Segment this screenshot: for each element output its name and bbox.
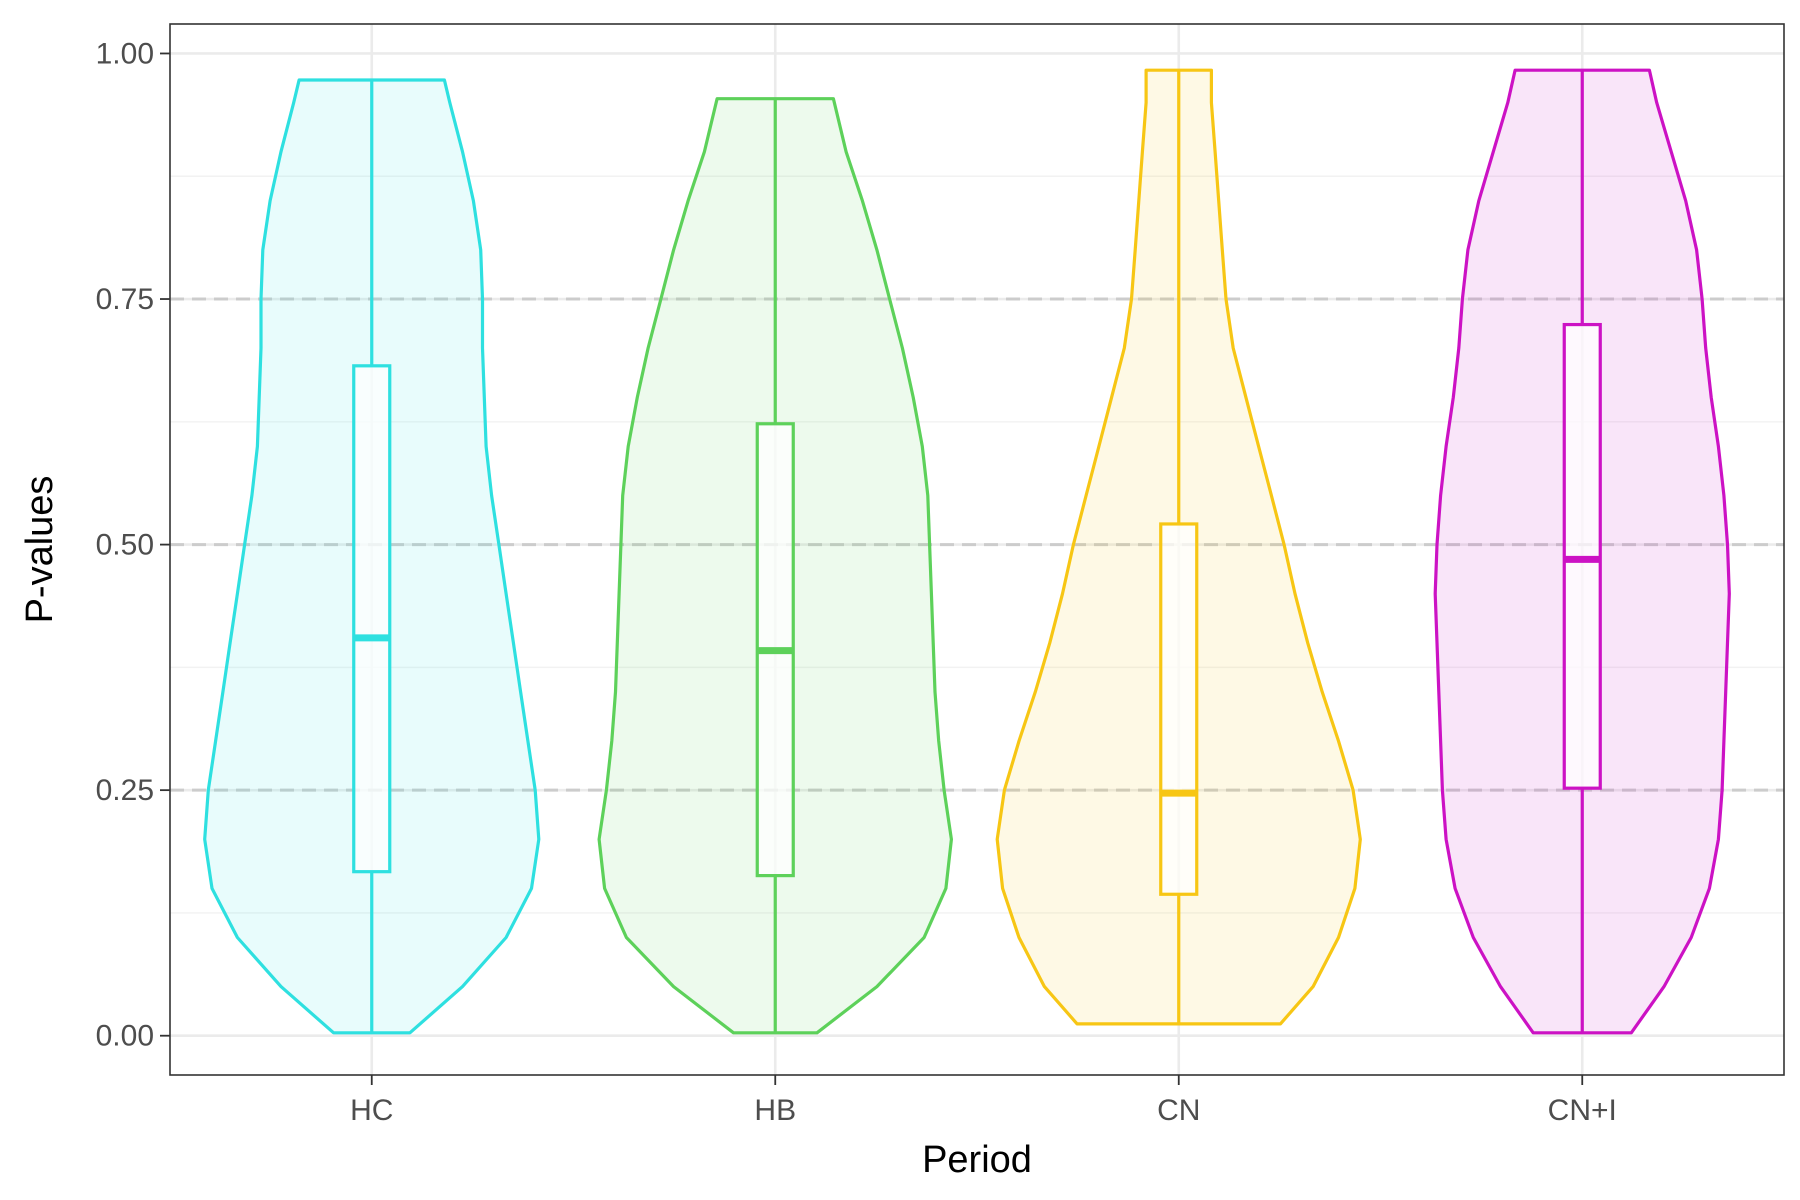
violin-group-cn <box>995 68 1362 1026</box>
x-tick-label: HB <box>754 1094 796 1127</box>
x-tick-label: HC <box>350 1094 393 1127</box>
x-axis-title: Period <box>922 1139 1032 1181</box>
violin-group-hc <box>203 78 541 1035</box>
reference-lines <box>170 297 1784 792</box>
y-tick-label: 0.50 <box>96 529 154 562</box>
y-tick-label: 1.00 <box>96 37 154 70</box>
y-tick-label: 0.00 <box>96 1020 154 1053</box>
x-tick-label: CN <box>1157 1094 1200 1127</box>
x-tick-label: CN+I <box>1548 1094 1617 1127</box>
y-tick-label: 0.25 <box>96 774 154 807</box>
box-iqr <box>352 364 392 874</box>
y-axis-title: P-values <box>19 476 61 624</box>
y-axis-ticks: 0.00 0.25 0.50 0.75 1.00 <box>96 37 170 1053</box>
plot-panel-border <box>169 23 1785 1076</box>
violin-group-cn-i <box>1433 68 1731 1035</box>
y-tick-label: 0.75 <box>96 283 154 316</box>
box-iqr <box>1159 522 1199 896</box>
violin-group-hb <box>597 97 953 1035</box>
violin-series <box>203 68 1731 1035</box>
x-axis-ticks: HC HB CN CN+I <box>350 1075 1617 1127</box>
